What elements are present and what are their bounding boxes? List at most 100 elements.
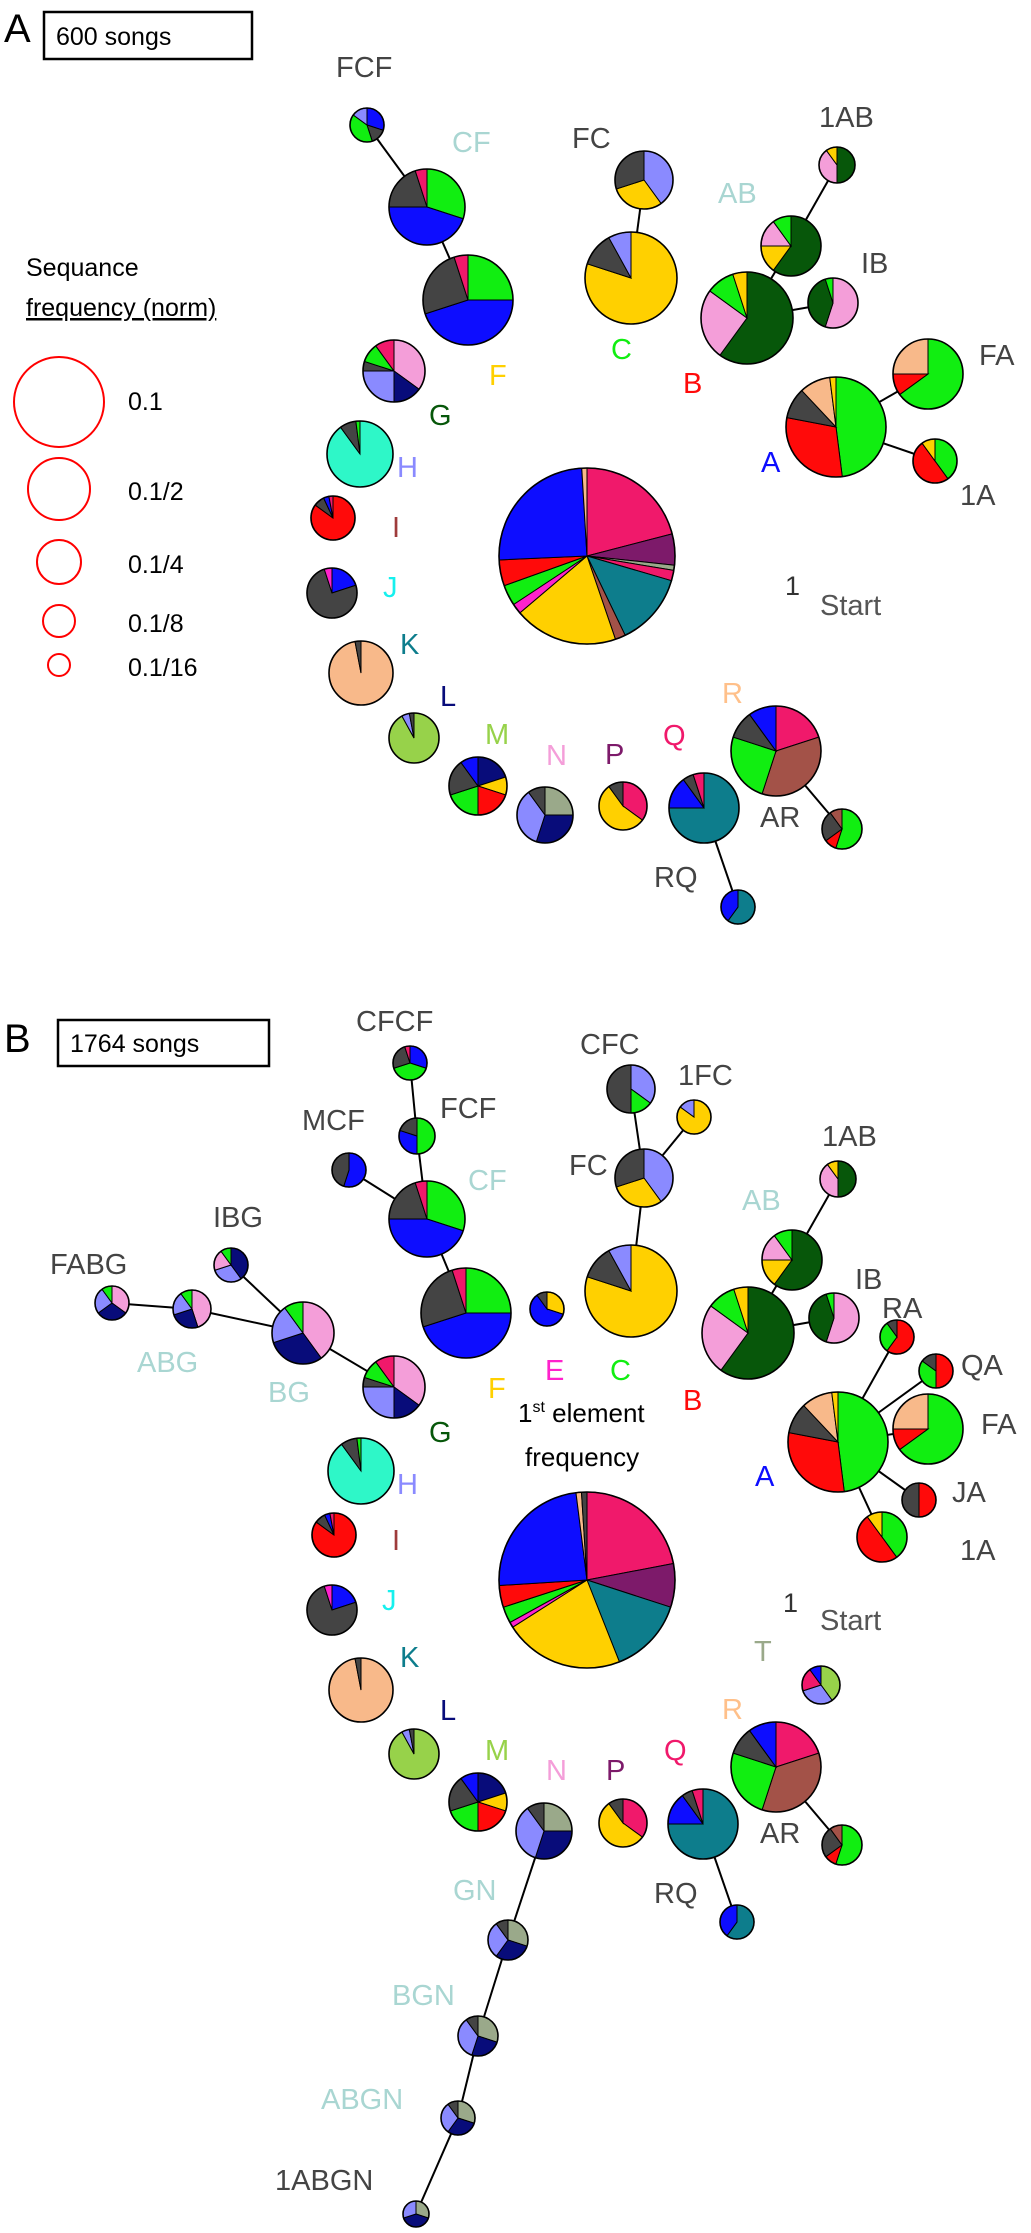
size-legend-circle-4 <box>47 653 71 677</box>
panel-a-node-q-outline <box>668 772 740 844</box>
panel-b-node-bg-pie <box>271 1301 335 1365</box>
panel-b-node-c-label: C <box>610 1355 631 1387</box>
panel-b-node-k-outline <box>328 1657 394 1723</box>
panel-b-node-1abgn-label: 1ABGN <box>275 2165 373 2197</box>
panel-b-node-m-outline <box>448 1772 508 1832</box>
panel-b-node-qa-label: QA <box>961 1350 1004 1382</box>
panel-b-node-q-outline <box>667 1788 739 1860</box>
panel-a-node-fc-label: FC <box>572 123 611 155</box>
panel-b-node-i-pie <box>311 1512 357 1558</box>
panel-b-node-1ab-slice-0 <box>837 1160 857 1198</box>
panel-b-node-b-label: B <box>683 1385 702 1417</box>
panel-a-center-slice-10 <box>498 467 588 561</box>
panel-b-node-1fc-outline <box>676 1099 712 1135</box>
panel-b-node-ibg-pie <box>213 1247 249 1283</box>
panel-b-node-1fc-label: 1FC <box>678 1060 733 1092</box>
panel-b-node-g-outline <box>362 1355 426 1419</box>
panel-b-node-a-outline <box>787 1391 889 1493</box>
panel-a-node-m-pie <box>448 756 508 816</box>
panel-a-node-cf-label: CF <box>452 127 491 159</box>
panel-b-node-abg-outline <box>172 1289 212 1329</box>
panel-a-node-l-pie <box>388 712 440 764</box>
panel-a-node-rq-pie <box>720 889 756 925</box>
panel-a-node-rq-outline <box>720 889 756 925</box>
panel-b-node-m-label: M <box>485 1735 509 1767</box>
panel-b-node-ib-outline <box>808 1292 860 1344</box>
panel-b-node-h-outline <box>327 1437 395 1505</box>
panel-a-node-ib-label: IB <box>861 248 888 280</box>
panel-a-node-p-pie <box>598 781 648 831</box>
panel-a-node-k-outline <box>328 640 394 706</box>
panel-b-node-abgn-label: ABGN <box>321 2084 403 2116</box>
panel-b-node-ra-label: RA <box>882 1293 923 1325</box>
panel-b-node-h-label: H <box>397 1469 418 1501</box>
panel-b-node-f-outline <box>420 1267 512 1359</box>
panel-a-node-f-pie <box>422 254 514 346</box>
panel-b-node-r-pie <box>730 1721 822 1813</box>
panel-b-node-cfc-pie <box>606 1064 656 1114</box>
panel-b-node-j-outline <box>306 1584 358 1636</box>
panel-b-node-gn-label: GN <box>453 1875 497 1907</box>
panel-b-node-i-label: I <box>392 1525 400 1557</box>
size-legend-label-4: 0.1/16 <box>128 654 198 682</box>
panel-b-node-h-pie <box>327 1437 395 1505</box>
panel-b-node-fcf-pie <box>398 1117 436 1155</box>
panel-b-node-ar-pie <box>821 1824 863 1866</box>
size-legend-circle-1 <box>27 457 91 521</box>
panel-b-node-cfcf-pie <box>392 1045 428 1081</box>
panel-b-node-ja-slice-0 <box>918 1482 937 1518</box>
panel-a-node-n-pie <box>516 786 574 844</box>
center-note-word: element <box>545 1398 645 1428</box>
center-note-number: 1 <box>518 1398 532 1428</box>
panel-b-node-rq-outline <box>719 1904 755 1940</box>
panel-a-node-1ab-label: 1AB <box>819 102 874 134</box>
size-legend-circle-2 <box>36 539 82 585</box>
panel-a-node-ab-outline <box>760 215 822 277</box>
panel-b-node-q-label: Q <box>664 1735 687 1767</box>
panel-a-node-j-outline <box>306 567 358 619</box>
panel-a-node-ab-pie <box>760 215 822 277</box>
panel-b-node-r-label: R <box>722 1694 743 1726</box>
panel-b-node-g-pie <box>362 1355 426 1419</box>
panel-b-node-b-pie <box>701 1286 795 1380</box>
panel-b-node-ra-pie <box>879 1319 915 1355</box>
size-legend-label-3: 0.1/8 <box>128 610 184 638</box>
panel-b-node-cfc-slice-2 <box>606 1064 632 1114</box>
panel-a-node-g-label: G <box>429 400 452 432</box>
panel-b-node-ab-label: AB <box>742 1185 781 1217</box>
panel-a-node-rq-label: RQ <box>654 862 698 894</box>
panel-a-node-1a-outline <box>912 438 958 484</box>
panel-a-node-ab-label: AB <box>718 178 757 210</box>
panel-a-node-a-slice-0 <box>835 376 887 478</box>
panel-b-node-gn-pie <box>487 1919 529 1961</box>
size-legend-label-1: 0.1/2 <box>128 478 184 506</box>
panel-b-node-fc-outline <box>614 1148 674 1208</box>
panel-b-center-outline <box>498 1491 676 1669</box>
panel-a-node-m-outline <box>448 756 508 816</box>
panel-b-node-1a-pie <box>856 1511 908 1563</box>
panel-a-count-box <box>42 10 254 61</box>
panel-b-node-ib-pie <box>808 1292 860 1344</box>
panel-b-node-bgn-outline <box>457 2015 499 2057</box>
panel-a-node-ar-label: AR <box>760 802 800 834</box>
panel-a-node-1ab-pie <box>818 146 856 184</box>
panel-b-node-l-label: L <box>440 1695 456 1727</box>
panel-b-node-fabg-outline <box>94 1285 130 1321</box>
panel-a-node-g-outline <box>362 339 426 403</box>
size-legend-title-line1: Sequance <box>26 254 139 282</box>
panel-a-node-fa-label: FA <box>979 340 1015 372</box>
panel-b-node-e-label: E <box>545 1355 564 1387</box>
panel-a-node-fa-pie <box>892 338 964 410</box>
panel-b-node-t-outline <box>801 1665 841 1705</box>
panel-b-node-ibg-outline <box>213 1247 249 1283</box>
panel-a-node-1a-pie <box>912 438 958 484</box>
panel-b-node-l-pie <box>388 1728 440 1780</box>
panel-b-node-j-pie <box>306 1584 358 1636</box>
panel-b-node-cf-pie <box>388 1180 466 1258</box>
panel-a-center-pie <box>498 467 676 645</box>
panel-b-start-label: Start <box>820 1605 881 1637</box>
panel-b-node-a-pie <box>787 1391 889 1493</box>
panel-a-node-q-pie <box>668 772 740 844</box>
panel-b-node-ib-label: IB <box>855 1264 882 1296</box>
